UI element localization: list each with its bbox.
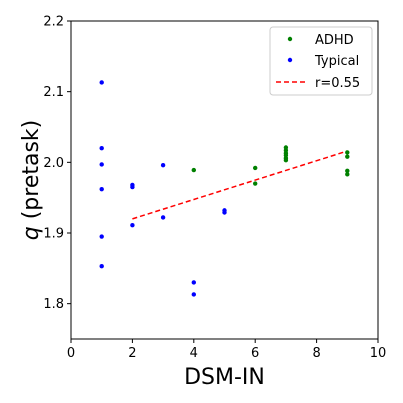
y-tick-label: 1.9 [43,227,64,242]
y-tick-label: 2.1 [43,85,64,100]
x-tick-label: 4 [190,346,198,361]
data-point-typical [99,264,104,269]
data-point-adhd [345,150,350,155]
data-point-adhd [283,158,289,163]
data-point-adhd [191,167,196,173]
data-point-adhd [253,165,258,171]
data-point-typical [160,215,166,220]
x-tick-label: 0 [67,346,75,361]
data-point-typical [99,234,104,239]
y-axis-label: q (pretask) [19,120,44,241]
legend-label-typical: Typical [314,54,359,69]
legend-marker-typical [287,57,293,63]
data-point-typical [99,186,104,192]
data-point-typical [99,80,104,85]
plot-area-frame [70,20,379,340]
data-point-adhd [345,172,350,177]
x-axis-label: DSM-IN [184,365,265,390]
data-point-typical [130,223,135,228]
y-tick-label: 2.2 [43,15,64,30]
legend: ADHD Typical r=0.55 [269,26,373,96]
legend-box [269,26,373,96]
y-axis-label-main: q [19,226,44,240]
data-point-adhd [345,168,350,174]
legend-label-fit: r=0.55 [315,76,360,91]
data-point-typical [191,292,196,297]
legend-label-adhd: ADHD [315,33,354,48]
data-point-typical [99,146,104,151]
fit-line-r [132,150,348,220]
x-tick-label: 6 [251,346,259,361]
x-tick-label: 8 [312,346,320,361]
data-point-typical [160,162,166,168]
y-axis-ticks: 1.8 1.9 2.0 2.1 2.2 [43,15,71,312]
data-point-adhd [253,181,258,186]
data-point-typical [191,280,196,285]
x-tick-label: 2 [128,346,136,361]
data-point-typical [222,210,227,215]
legend-marker-adhd [287,36,293,42]
y-tick-label: 2.0 [43,156,64,171]
data-point-typical [99,162,104,167]
x-tick-label: 10 [370,346,387,361]
data-points-layer [99,80,350,297]
fit-line-layer [132,150,348,220]
y-tick-label: 1.8 [43,297,64,312]
data-point-adhd [345,154,350,159]
x-axis-ticks: 0 2 4 6 8 10 [67,339,386,361]
y-axis-label-paren: (pretask) [19,120,44,220]
y-axis-label-text: q (pretask) [19,120,44,241]
data-point-typical [130,184,135,190]
